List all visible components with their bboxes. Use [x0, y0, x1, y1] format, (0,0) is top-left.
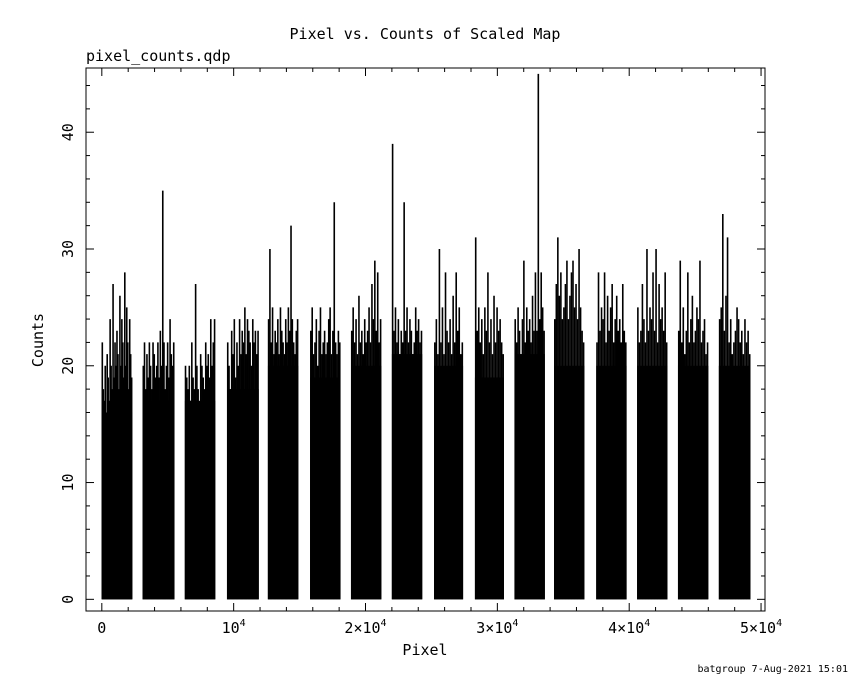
x-tick-label: 3×104	[476, 618, 518, 637]
y-axis-label: Counts	[29, 313, 47, 367]
y-tick-label: 20	[59, 357, 77, 375]
plot-frame	[85, 67, 766, 612]
x-axis-label: Pixel	[402, 641, 447, 659]
x-tick-label: 5×104	[740, 618, 782, 637]
y-tick-label: 30	[59, 240, 77, 258]
y-axis-ticks: 0 10 20 30 40	[59, 85, 765, 604]
bars-layer	[101, 73, 751, 600]
footer-credit: batgroup 7-Aug-2021 15:01	[697, 664, 848, 675]
y-tick-label: 0	[59, 595, 77, 604]
x-tick-label: 104	[222, 618, 246, 637]
x-tick-label: 2×104	[344, 618, 386, 637]
x-tick-label: 0	[97, 619, 106, 637]
chart-subtitle: pixel_counts.qdp	[86, 47, 231, 65]
y-tick-label: 40	[59, 123, 77, 141]
x-tick-label: 4×104	[608, 618, 650, 637]
y-tick-label: 10	[59, 474, 77, 492]
x-axis-ticks: 0 104 2×104 3×104 4×104 5×104	[97, 68, 782, 637]
chart-title: Pixel vs. Counts of Scaled Map	[290, 25, 561, 43]
